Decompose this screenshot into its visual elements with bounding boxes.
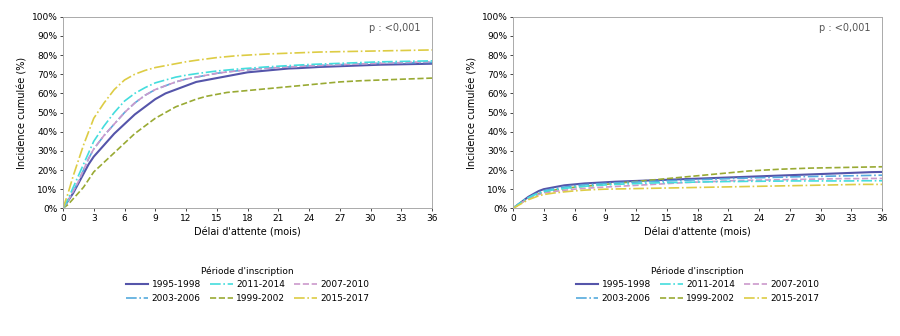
- Y-axis label: Incidence cumulée (%): Incidence cumulée (%): [467, 56, 477, 169]
- Legend: 1995-1998, 2003-2006, 2011-2014, 1999-2002, 2007-2010, 2015-2017: 1995-1998, 2003-2006, 2011-2014, 1999-20…: [576, 266, 819, 303]
- X-axis label: Délai d'attente (mois): Délai d'attente (mois): [194, 227, 301, 237]
- Text: p : <0,001: p : <0,001: [369, 23, 421, 33]
- X-axis label: Délai d'attente (mois): Délai d'attente (mois): [644, 227, 751, 237]
- Text: p : <0,001: p : <0,001: [819, 23, 871, 33]
- Y-axis label: Incidence cumulée (%): Incidence cumulée (%): [17, 56, 27, 169]
- Legend: 1995-1998, 2003-2006, 2011-2014, 1999-2002, 2007-2010, 2015-2017: 1995-1998, 2003-2006, 2011-2014, 1999-20…: [126, 266, 369, 303]
